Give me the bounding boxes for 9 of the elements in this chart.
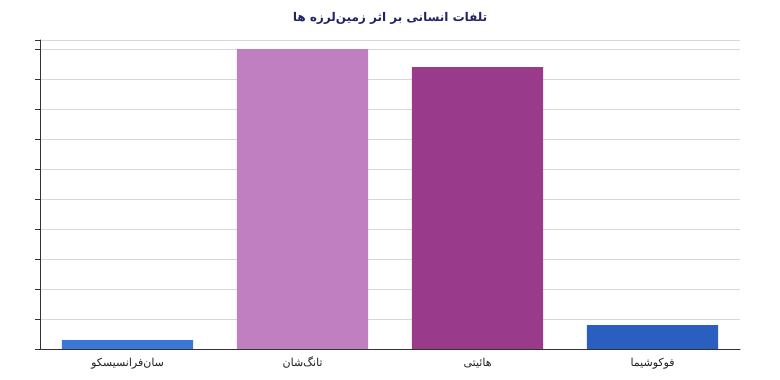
x-tick-label: فوکوشیما <box>630 356 675 369</box>
bar <box>412 67 544 349</box>
chart-title: تلفات انسانی بر اثر زمین‌لرزه ها <box>292 10 488 24</box>
bar <box>62 340 194 349</box>
x-tick-label: هائیتی <box>463 356 492 369</box>
bar <box>236 49 368 349</box>
bar <box>586 325 718 349</box>
x-tick-label: تانگ‌شان <box>282 356 322 369</box>
x-tick-label: سان‌فرانسیسکو <box>90 356 164 369</box>
